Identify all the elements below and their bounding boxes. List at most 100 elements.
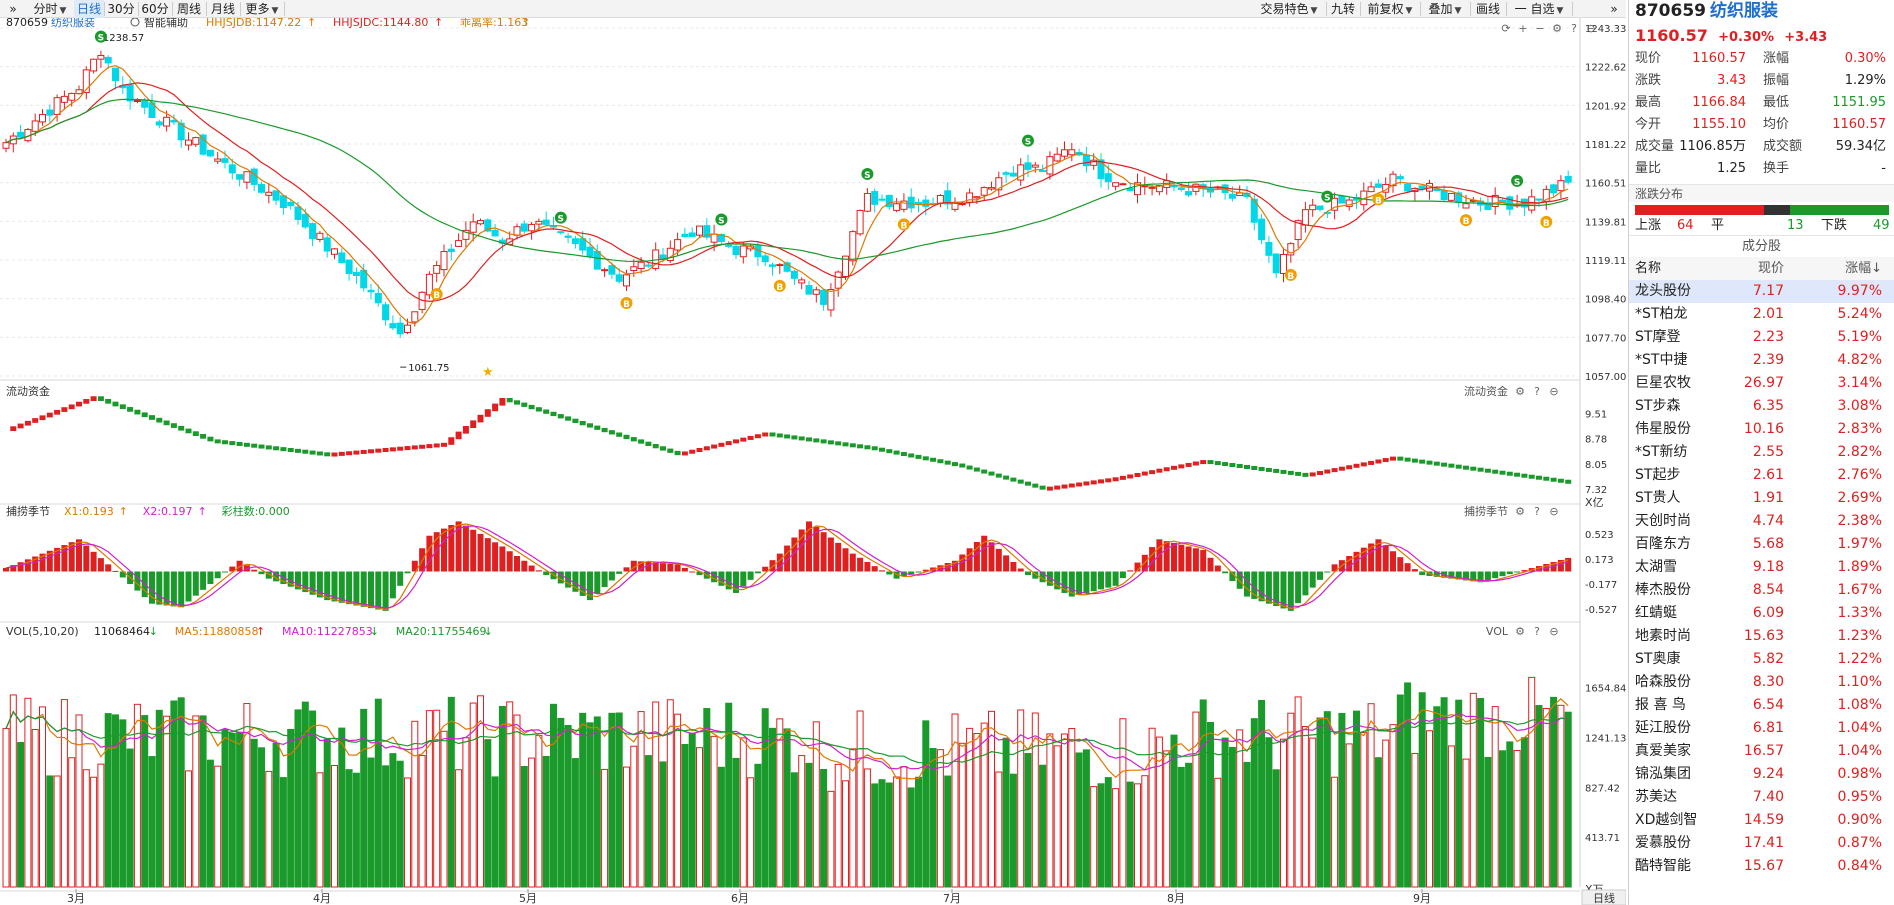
volume-bar	[214, 765, 222, 888]
flow-block	[1163, 467, 1170, 472]
close-panel-icon[interactable]: ⊖	[1586, 22, 1595, 35]
flow-block	[674, 450, 681, 456]
constituent-row[interactable]: 巨星农牧 26.97 3.14%	[1629, 372, 1894, 395]
season-bar	[1309, 571, 1316, 588]
zoom-out-icon[interactable]: −	[1535, 22, 1544, 35]
constituent-row[interactable]: 红蜻蜓 6.09 1.33%	[1629, 602, 1894, 625]
candle-body	[1389, 173, 1397, 187]
period-tab-4[interactable]: 周线	[172, 0, 206, 18]
constituent-row[interactable]: 太湖雪 9.18 1.89%	[1629, 556, 1894, 579]
stock-name: 延江股份	[1635, 720, 1691, 736]
flow-block	[1404, 457, 1411, 462]
toolbar-right-3[interactable]: 叠加 ▼	[1420, 0, 1470, 18]
stat-value: 1151.95	[1832, 95, 1886, 110]
constituent-row[interactable]: 爱慕股份 17.41 0.87%	[1629, 832, 1894, 855]
constituent-row[interactable]: 棒杰股份 8.54 1.67%	[1629, 579, 1894, 602]
volume-bar	[1053, 745, 1061, 888]
constituent-row[interactable]: 苏美达 7.40 0.95%	[1629, 786, 1894, 809]
period-tab-3[interactable]: 60分	[138, 0, 172, 18]
col-name[interactable]: 名称	[1635, 261, 1662, 276]
constituent-row[interactable]: ST奥康 5.82 1.22%	[1629, 648, 1894, 671]
stock-price: 2.23	[1752, 329, 1784, 345]
period-tab-5[interactable]: 月线	[206, 0, 240, 18]
candle-body	[1141, 185, 1149, 188]
month-label: 5月	[519, 892, 537, 905]
season-bar	[1265, 571, 1272, 604]
period-tab-0[interactable]: 分时 ▼	[26, 0, 74, 18]
close-panel-icon[interactable]: ⊖	[1549, 505, 1558, 518]
constituent-row[interactable]: *ST柏龙 2.01 5.24%	[1629, 303, 1894, 326]
season-bar	[681, 567, 688, 572]
candle-body	[338, 252, 346, 264]
toolbar-right-0[interactable]: 交易特色 ▼	[1252, 0, 1326, 18]
help-icon[interactable]: ?	[1534, 625, 1540, 638]
volume-bar	[1199, 699, 1207, 888]
toolbar-right-1[interactable]: 九转	[1326, 0, 1360, 18]
help-icon[interactable]: ?	[1534, 385, 1540, 398]
constituent-row[interactable]: *ST新纺 2.55 2.82%	[1629, 441, 1894, 464]
constituent-row[interactable]: *ST中捷 2.39 4.82%	[1629, 349, 1894, 372]
zoom-in-icon[interactable]: +	[1518, 22, 1527, 35]
help-icon[interactable]: ?	[1534, 505, 1540, 518]
constituent-row[interactable]: ST起步 2.61 2.76%	[1629, 464, 1894, 487]
settings-icon[interactable]: ⚙	[1552, 22, 1562, 35]
constituent-row[interactable]: 延江股份 6.81 1.04%	[1629, 717, 1894, 740]
volume-bar	[608, 712, 616, 888]
season-bar	[769, 560, 776, 572]
season-bar	[90, 551, 97, 572]
breadth-flat-segment	[1764, 205, 1791, 215]
constituent-row[interactable]: 报 喜 鸟 6.54 1.08%	[1629, 694, 1894, 717]
period-tab-6[interactable]: 更多 ▼	[240, 0, 284, 18]
candle-body	[1535, 198, 1543, 201]
constituent-row[interactable]: ST摩登 2.23 5.19%	[1629, 326, 1894, 349]
flow-block	[1470, 466, 1477, 471]
constituent-row[interactable]: ST贵人 1.91 2.69%	[1629, 487, 1894, 510]
expand-right-icon[interactable]: »	[1610, 2, 1618, 16]
period-tab-1[interactable]: 日线	[74, 0, 104, 18]
constituent-row[interactable]: 天创时尚 4.74 2.38%	[1629, 510, 1894, 533]
toolbar-right-4[interactable]: 画线	[1470, 0, 1506, 18]
constituent-row[interactable]: 地素时尚 15.63 1.23%	[1629, 625, 1894, 648]
toolbar-right-5[interactable]: 一 自选 ▼	[1506, 0, 1572, 18]
toolbar-divider	[1420, 2, 1421, 16]
expand-left-icon[interactable]: »	[9, 2, 17, 16]
candle-body	[995, 177, 1003, 191]
candle-body	[805, 284, 813, 295]
breadth-down-segment	[1790, 205, 1889, 215]
candle-body	[163, 116, 171, 127]
col-change[interactable]: 涨幅↓	[1845, 261, 1882, 276]
constituent-row[interactable]: 真爱美家 16.57 1.04%	[1629, 740, 1894, 763]
flow-block	[1492, 469, 1499, 474]
period-tab-2[interactable]: 30分	[104, 0, 138, 18]
settings-icon[interactable]: ⚙	[1515, 385, 1525, 398]
refresh-icon[interactable]: ⟳	[1501, 22, 1510, 35]
toolbar-right-2[interactable]: 前复权 ▼	[1360, 0, 1420, 18]
constituent-row[interactable]: XD越剑智 14.59 0.90%	[1629, 809, 1894, 832]
candle-body	[688, 232, 696, 237]
close-panel-icon[interactable]: ⊖	[1549, 385, 1558, 398]
constituent-row[interactable]: 锦泓集团 9.24 0.98%	[1629, 763, 1894, 786]
stock-name: 报 喜 鸟	[1635, 697, 1686, 713]
settings-icon[interactable]: ⚙	[1515, 505, 1525, 518]
close-panel-icon[interactable]: ⊖	[1549, 625, 1558, 638]
season-bar	[382, 571, 389, 611]
settings-icon[interactable]: ⚙	[1515, 625, 1525, 638]
stock-chart-area[interactable]: 1243.33 1222.62 1201.92 1181.22 1160.51 1139.…	[0, 18, 1626, 905]
volume-bar	[1126, 781, 1134, 888]
constituent-row[interactable]: 伟星股份 10.16 2.83%	[1629, 418, 1894, 441]
volume-bar	[294, 709, 302, 888]
season-bar	[1470, 571, 1477, 582]
constituent-row[interactable]: 百隆东方 5.68 1.97%	[1629, 533, 1894, 556]
flow-block	[820, 439, 827, 444]
constituent-row[interactable]: 龙头股份 7.17 9.97%	[1629, 280, 1894, 303]
stock-change: 1.97%	[1837, 536, 1882, 552]
constituent-row[interactable]: ST步森 6.35 3.08%	[1629, 395, 1894, 418]
flow-block	[1368, 460, 1375, 465]
flow-block	[251, 443, 258, 448]
candle-body	[279, 195, 287, 208]
index-name[interactable]: 纺织服装	[1709, 1, 1778, 21]
constituent-row[interactable]: 哈森股份 8.30 1.10%	[1629, 671, 1894, 694]
col-price[interactable]: 现价	[1757, 261, 1784, 276]
constituent-row[interactable]: 酷特智能 15.67 0.84%	[1629, 855, 1894, 878]
help-icon[interactable]: ?	[1571, 22, 1577, 35]
